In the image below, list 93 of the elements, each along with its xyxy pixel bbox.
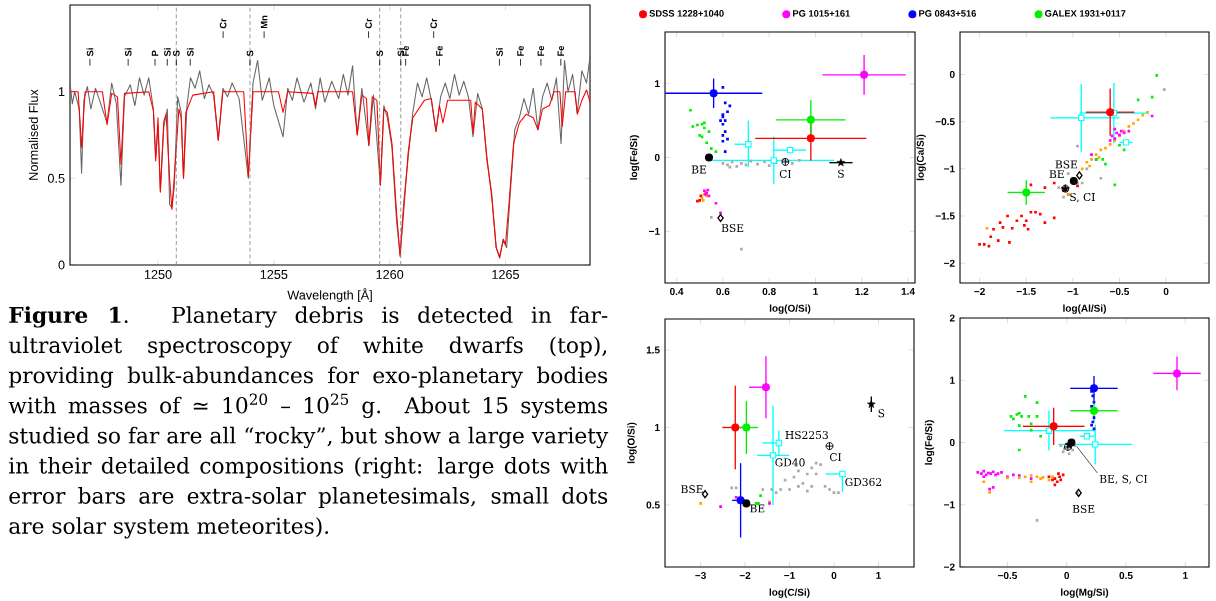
x-axis-title: log(C/Si) — [769, 588, 810, 598]
y-tick-label: 0 — [58, 260, 65, 270]
y-axis-title: log(Fe/Si) — [924, 420, 935, 465]
y-tick-label: −1 — [944, 501, 955, 509]
annotation: BSE — [681, 485, 703, 494]
annotation: S — [838, 169, 844, 178]
x-tick-label: −0.5 — [997, 571, 1018, 580]
annotation: BSE — [1072, 504, 1095, 513]
x-tick-label: 1 — [876, 571, 881, 579]
annotation: Si — [397, 48, 405, 57]
x-tick-label: 1 — [1183, 571, 1188, 579]
x-tick-label: 0.4 — [670, 287, 684, 296]
annotation: HS2253 — [785, 430, 828, 440]
annotation: P — [151, 50, 159, 56]
y-tick-label: 1 — [58, 87, 65, 97]
x-tick-label: −1.5 — [1016, 287, 1036, 295]
annotation: BSE — [721, 224, 744, 233]
y-tick-label: 0.5 — [47, 173, 65, 183]
x-tick-label: 0 — [1163, 287, 1169, 296]
x-axis-title: Wavelength [Å] — [287, 288, 372, 303]
x-tick-label: 0 — [1064, 571, 1070, 580]
annotation: Si — [186, 48, 194, 57]
legend-label: PG 0843+516 — [919, 10, 977, 17]
y-tick-label: 0 — [949, 70, 955, 79]
x-tick-label: 0 — [831, 571, 837, 580]
annotation: GD40 — [775, 458, 805, 467]
y-axis-title: log(O/Si) — [627, 422, 637, 464]
y-tick-label: −2 — [944, 259, 955, 267]
annotation: S — [878, 409, 885, 418]
x-tick-label: 0.5 — [1119, 571, 1133, 580]
x-axis-title: log(Al/Si) — [1063, 304, 1106, 314]
x-tick-label: 0.8 — [762, 287, 776, 296]
x-tick-label: −1 — [1067, 287, 1079, 295]
y-axis-title: Normalised Flux — [28, 89, 38, 180]
annotation: CI — [779, 169, 791, 178]
x-tick-label: −2 — [739, 571, 751, 579]
annotation: Cr — [430, 18, 437, 29]
x-tick-label: 1255 — [260, 269, 288, 279]
annotation: Mn — [260, 15, 268, 29]
x-tick-label: 1 — [813, 287, 818, 295]
y-tick-label: 1 — [655, 80, 660, 88]
y-tick-label: −2 — [944, 563, 955, 571]
y-tick-label: 1.5 — [646, 346, 660, 354]
y-tick-label: 0 — [949, 438, 955, 447]
x-axis-title: log(O/Si) — [769, 304, 811, 314]
x-axis-title: log(Mg/Si) — [1061, 588, 1109, 598]
y-axis-title: log(Fe/Si) — [629, 135, 640, 180]
x-tick-label: −3 — [695, 571, 706, 580]
annotation: Fe — [436, 45, 443, 56]
text: Figure 1. Planetary debris is detected in far-ultraviolet spectroscopy of white dwarfs (top), providing bulk-abundances for exo-planetary bodies with masses of ≃ 10$^{20}$ – 10$^{25}$ g. About 15 systems studied so far are all “rocky”, but show a large variety in their detailed compositions (right: large dots with error bars are extra-solar planetesimals, small dots are solar system meteorites). — [8, 306, 609, 539]
annotation: S — [376, 50, 383, 57]
annotation: BE — [691, 165, 706, 174]
x-tick-label: 1260 — [376, 269, 404, 279]
y-tick-label: −1 — [649, 227, 660, 235]
annotation: BE, S, CI — [1099, 474, 1148, 485]
annotation: S — [246, 50, 254, 57]
annotation: Fe — [537, 45, 545, 56]
x-tick-label: 1.2 — [855, 287, 869, 295]
x-tick-label: 1265 — [492, 269, 520, 279]
annotation: Si — [163, 48, 171, 57]
legend-label: PG 1015+161 — [793, 10, 850, 17]
annotation: BE — [750, 504, 765, 513]
y-tick-label: 1 — [655, 424, 660, 431]
legend-label: SDSS 1228+1040 — [649, 10, 724, 17]
y-tick-label: 0.5 — [646, 501, 660, 509]
y-tick-label: 2 — [949, 314, 955, 322]
y-tick-label: 0 — [654, 153, 660, 162]
annotation: Si — [86, 48, 94, 57]
y-tick-label: 1 — [950, 376, 955, 384]
y-tick-label: −1 — [944, 165, 955, 173]
annotation: Cr — [365, 18, 372, 29]
annotation: Cr — [219, 18, 227, 29]
y-tick-label: −1.5 — [935, 212, 955, 220]
annotation: S — [173, 50, 180, 57]
x-tick-label: 1.4 — [901, 287, 915, 295]
legend-label: GALEX 1931+0117 — [1045, 10, 1126, 17]
annotation: Si — [496, 48, 503, 57]
annotation: Fe — [402, 45, 409, 56]
annotation: Si — [124, 48, 132, 57]
annotation: CI — [829, 453, 842, 462]
x-tick-label: −1 — [784, 571, 795, 579]
annotation: GD362 — [845, 477, 882, 487]
x-tick-label: 0.6 — [716, 287, 730, 296]
annotation: Fe — [517, 45, 524, 56]
x-tick-label: −2 — [974, 287, 985, 295]
x-tick-label: −0.5 — [1110, 287, 1130, 296]
annotation: Fe — [557, 45, 565, 56]
y-axis-title: log(Ca/Si) — [916, 134, 926, 181]
annotation: BSE — [1055, 160, 1077, 169]
x-tick-label: 1250 — [144, 269, 172, 279]
annotation: S, CI — [1070, 192, 1095, 203]
annotation: BE — [1049, 170, 1064, 178]
y-tick-label: −0.5 — [935, 118, 955, 126]
